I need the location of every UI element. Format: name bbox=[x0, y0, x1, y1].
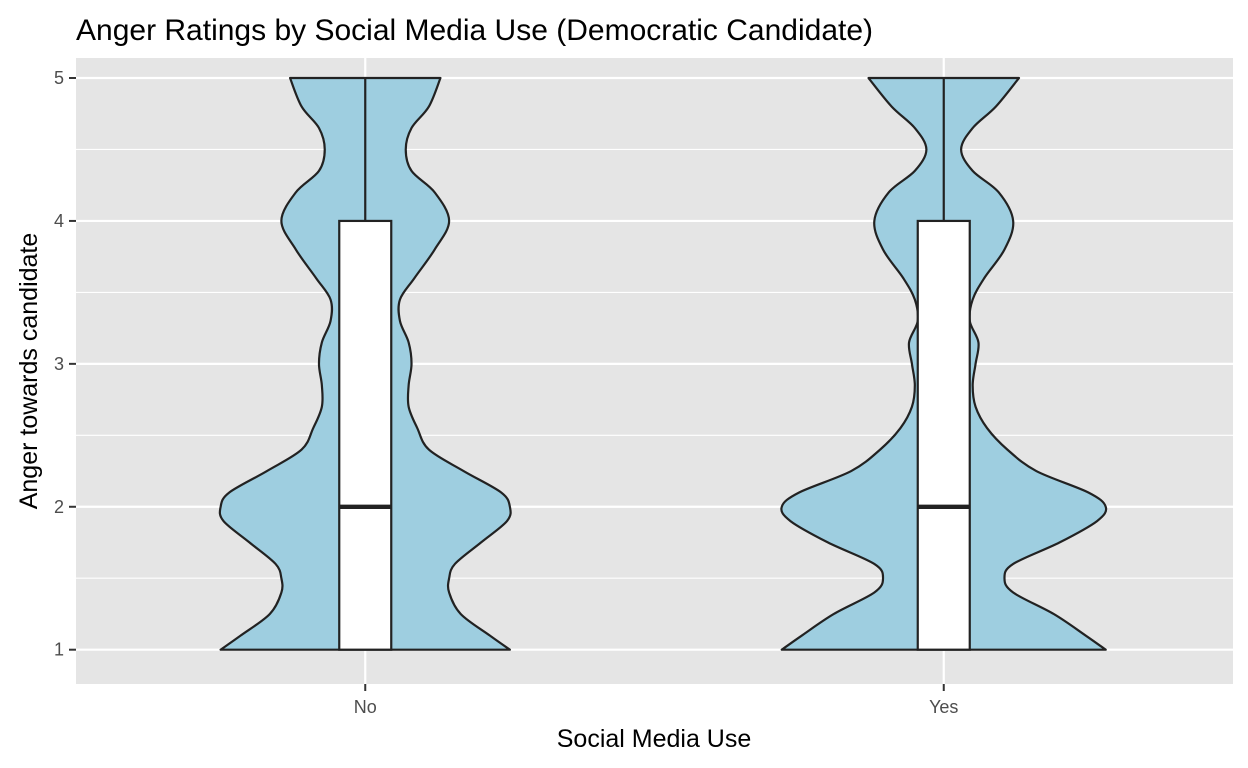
y-axis-title: Anger towards candidate bbox=[15, 233, 43, 510]
y-tick-label: 2 bbox=[54, 497, 64, 517]
plot-panel bbox=[76, 58, 1233, 684]
violins-layer bbox=[218, 76, 1108, 651]
chart-title: Anger Ratings by Social Media Use (Democ… bbox=[76, 14, 873, 47]
y-tick-label: 4 bbox=[54, 211, 64, 231]
x-tick-label-no: No bbox=[354, 697, 377, 717]
x-tick-label-yes: Yes bbox=[929, 697, 958, 717]
violin-group-yes bbox=[780, 76, 1108, 651]
y-tick-label: 5 bbox=[54, 68, 64, 88]
box-no bbox=[338, 219, 393, 651]
y-axis: 1 2 3 4 5 bbox=[54, 68, 76, 660]
box-yes bbox=[916, 219, 971, 651]
y-tick-label: 1 bbox=[54, 640, 64, 660]
x-axis: No Yes bbox=[354, 684, 958, 717]
violin-group-no bbox=[218, 76, 512, 651]
x-axis-title: Social Media Use bbox=[557, 725, 752, 753]
y-tick-label: 3 bbox=[54, 354, 64, 374]
